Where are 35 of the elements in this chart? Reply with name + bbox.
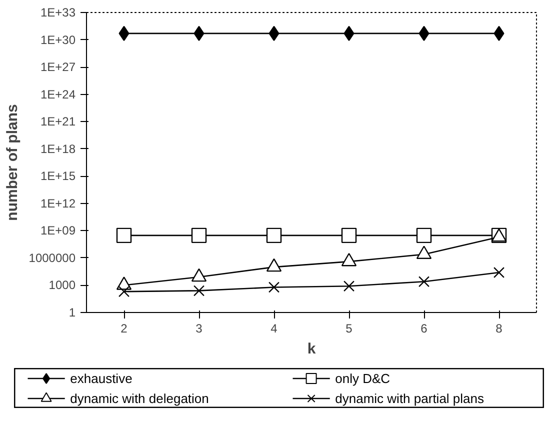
x-axis-title: k [307,340,316,358]
y-tick-label: 1E+15 [40,169,76,184]
legend-label: only D&C [335,371,390,386]
point [418,276,430,288]
x-tick-label: 8 [496,322,503,336]
legend-label: exhaustive [70,371,132,386]
y-tick-label: 1E+09 [40,224,76,238]
x-tick-label: 6 [420,322,428,336]
point [118,286,130,298]
y-tick-label: 1 [68,306,76,320]
y-tick-label: 1E+12 [40,196,76,210]
legend-label: dynamic with delegation [70,391,209,406]
y-tick-label: 1E+21 [40,114,76,129]
legend-label: dynamic with partial plans [335,391,484,406]
point [416,228,432,244]
point [193,285,205,296]
point [268,282,280,293]
point [341,228,357,244]
x-tick-label: 4 [270,322,278,336]
y-tick-label: 1000000 [28,250,76,265]
point [266,228,282,244]
y-tick-label: 1E+24 [40,87,76,102]
y-tick-label: 1E+33 [40,6,76,20]
x-tick-label: 2 [120,322,128,336]
point [116,228,132,244]
y-tick-label: 1E+18 [40,142,76,156]
y-tick-label: 1E+27 [40,60,76,74]
point [191,228,207,244]
point [493,266,505,278]
y-axis-title: number of plans [4,104,21,221]
y-tick-label: 1E+30 [40,32,76,47]
x-tick-label: 3 [196,322,203,336]
y-tick-label: 1000 [48,278,76,292]
point [343,280,355,292]
x-tick-label: 5 [346,322,353,336]
